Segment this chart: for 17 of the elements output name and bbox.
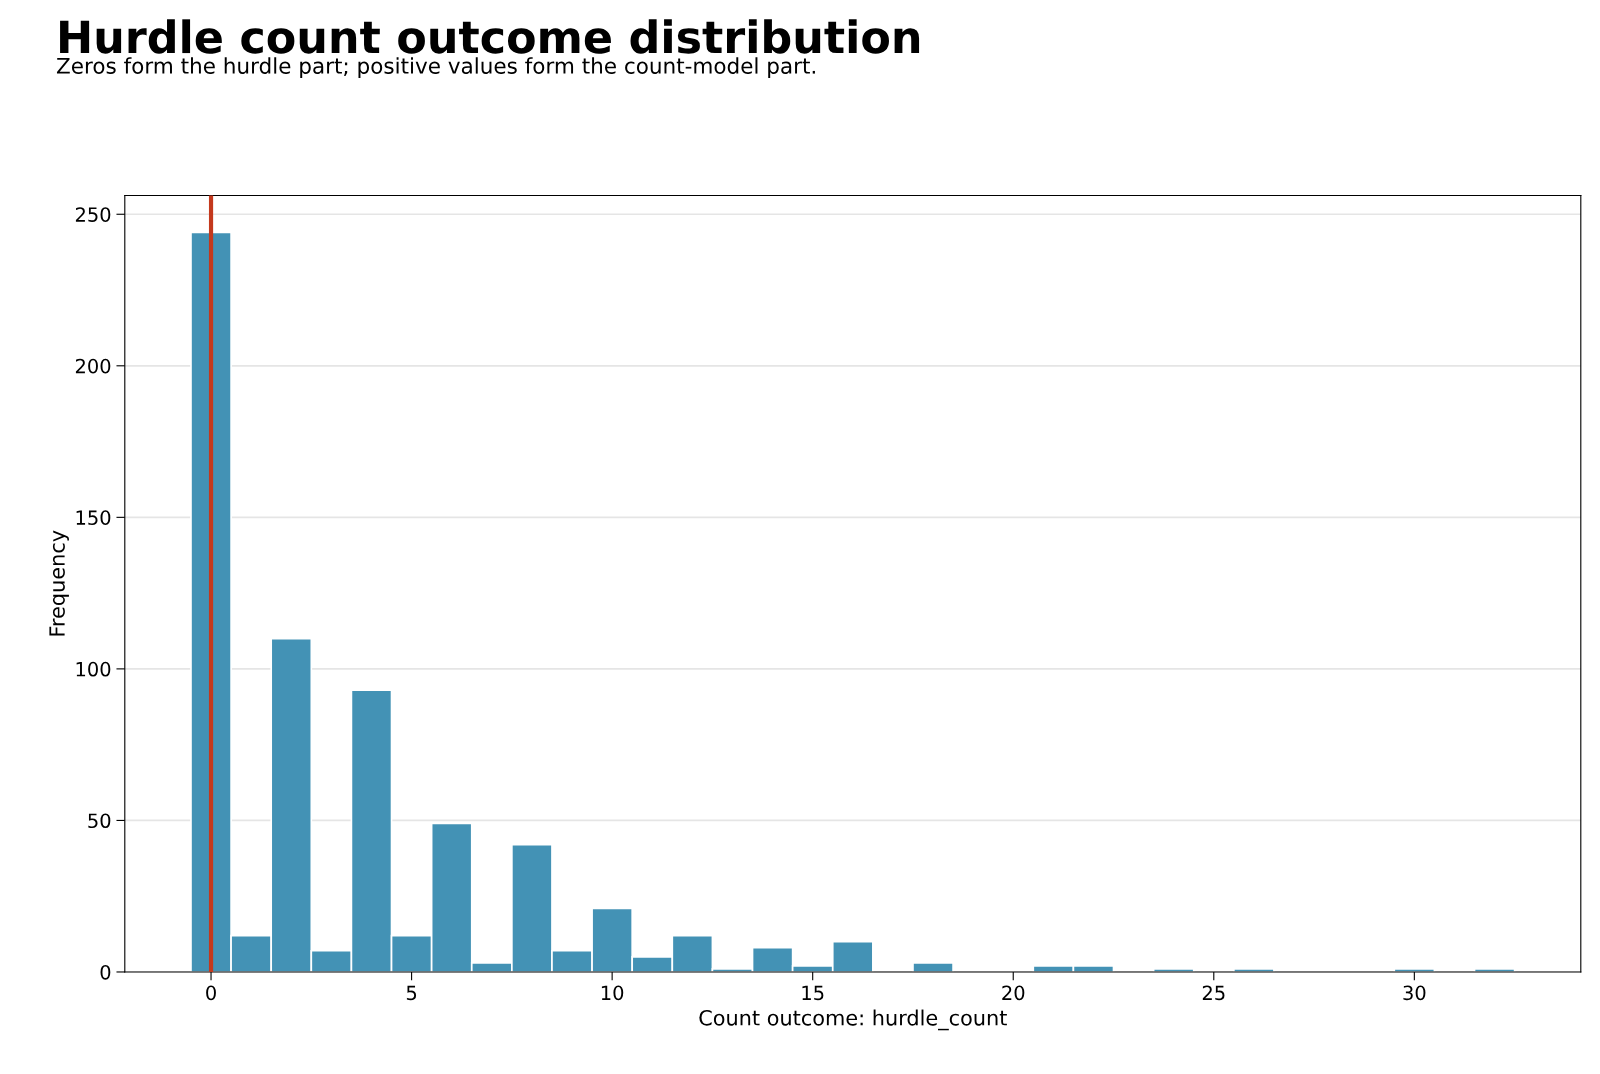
x-tick-label: 25: [1202, 985, 1225, 1001]
x-tick-label: 20: [1002, 985, 1025, 1001]
y-tick-label: 150: [76, 510, 111, 526]
y-tick-label: 100: [76, 661, 111, 677]
x-tick-label: 15: [802, 985, 824, 1001]
y-axis-title: Frequency: [49, 530, 69, 636]
y-tick-label: 0: [100, 964, 111, 980]
x-tick-label: 0: [206, 985, 216, 1001]
chart-title: Hurdle count outcome distribution: [60, 19, 920, 54]
x-axis-title: Count outcome: hurdle_count: [699, 1009, 1007, 1031]
y-tick-label: 250: [75, 207, 111, 222]
x-tick-label: 5: [406, 985, 417, 1001]
y-tick-label: 200: [75, 358, 111, 374]
x-tick-label: 30: [1403, 985, 1426, 1001]
x-tick-label: 10: [601, 985, 624, 1001]
chart-subtitle: Zeros form the hurdle part; positive values form the count-model part.: [56, 57, 815, 79]
y-tick-label: 50: [88, 813, 111, 829]
